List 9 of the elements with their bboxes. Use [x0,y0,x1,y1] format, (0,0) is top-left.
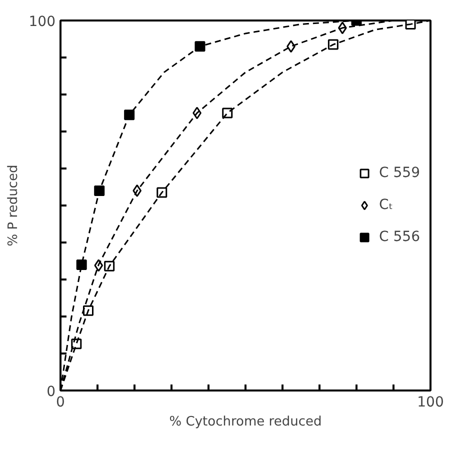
x-axis-title: % Cytochrome reduced [169,414,322,430]
legend-label: C 559 [379,165,420,181]
point [124,110,135,120]
y-axis-title: % P reduced [6,164,21,246]
point [94,185,105,196]
legend-label: Cₜ [379,197,394,213]
legend-label: C 556 [379,229,420,245]
point [76,259,87,270]
point [194,41,206,52]
